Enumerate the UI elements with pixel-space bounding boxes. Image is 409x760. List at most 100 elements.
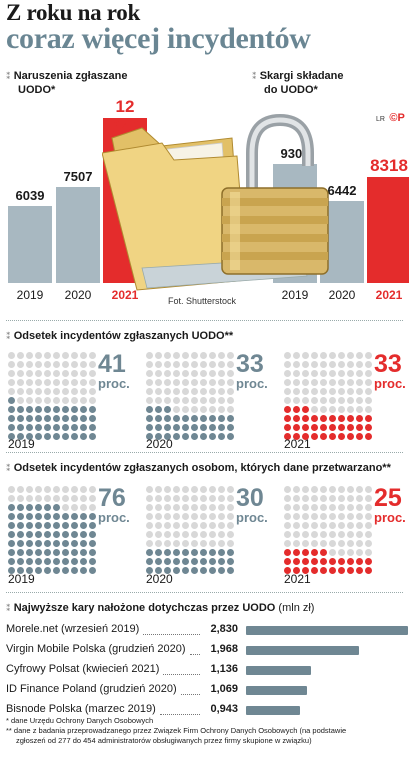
dot [173,513,180,520]
dot [356,388,363,395]
dot [284,370,291,377]
dot [338,424,345,431]
dot [218,415,225,422]
dot [8,486,15,493]
dot [71,495,78,502]
dot [338,388,345,395]
dot [26,397,33,404]
dot [89,513,96,520]
dot [293,424,300,431]
dot [80,370,87,377]
dot [173,567,180,574]
share-persons-title: Odsetek incydentów zgłaszanych osobom, k… [13,462,391,474]
x-tick-label: 2019 [16,288,44,302]
dot [44,567,51,574]
dot [35,531,42,538]
dot [311,424,318,431]
dot [284,361,291,368]
dot [311,415,318,422]
leader-line [143,634,200,635]
dot [365,558,372,565]
percent-value: 25 [374,484,402,512]
dot [155,495,162,502]
share-persons-header: ⁑ Odsetek incydentów zgłaszanych osobom, … [6,462,391,474]
dot [365,406,372,413]
dot [356,486,363,493]
dot [182,433,189,440]
dot [311,433,318,440]
dot [227,549,234,556]
dot [338,540,345,547]
dot [320,415,327,422]
dot [209,522,216,529]
bullet-icon: ⁑ [6,71,11,81]
dot [155,379,162,386]
dot [164,567,171,574]
dot [320,567,327,574]
dot [218,406,225,413]
dot [155,415,162,422]
dot [218,370,225,377]
dot [338,522,345,529]
dot [53,388,60,395]
percent-unit: proc. [236,376,268,391]
dot [338,549,345,556]
dot [155,567,162,574]
dot [209,486,216,493]
dot [26,406,33,413]
dot [356,540,363,547]
dot [227,406,234,413]
dot [35,406,42,413]
dot [209,415,216,422]
dot [356,433,363,440]
dot [53,567,60,574]
bar [8,206,52,283]
dot [80,504,87,511]
dot [347,486,354,493]
dot [80,567,87,574]
dot [89,531,96,538]
dot [227,352,234,359]
dot [320,522,327,529]
dot [320,361,327,368]
dot [329,361,336,368]
dot [173,406,180,413]
dot [173,415,180,422]
logo-letters: LR [376,116,385,123]
padlock-icon [221,113,329,275]
dot [53,424,60,431]
dot [200,433,207,440]
dot [320,370,327,377]
dot [200,415,207,422]
dot [80,406,87,413]
dot-grid [8,486,96,574]
dot [53,549,60,556]
dot [8,361,15,368]
dot [53,433,60,440]
dot [284,397,291,404]
dot [53,522,60,529]
dot [164,379,171,386]
dot [17,433,24,440]
dot [329,406,336,413]
dot [173,388,180,395]
dot [17,370,24,377]
dot [155,558,162,565]
dot [71,531,78,538]
dot [284,388,291,395]
dot [62,415,69,422]
dot [71,540,78,547]
dot [284,424,291,431]
dot [89,352,96,359]
dot [191,406,198,413]
dot [8,370,15,377]
dot [80,513,87,520]
dot [347,379,354,386]
dot [164,415,171,422]
dot [338,513,345,520]
dot [89,522,96,529]
dot [302,370,309,377]
dot [365,352,372,359]
year-label: 2019 [8,437,35,451]
dot [227,370,234,377]
